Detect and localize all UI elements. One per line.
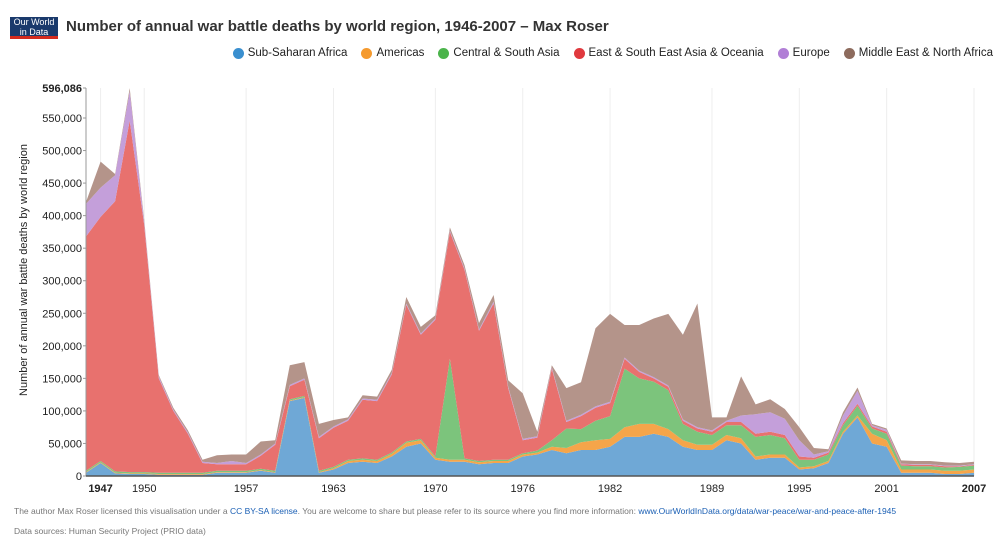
legend-swatch — [361, 47, 373, 59]
legend-label: Middle East & North Africa — [858, 47, 993, 59]
x-tick-label: 1957 — [234, 483, 258, 495]
y-tick-label: 450,000 — [42, 178, 82, 190]
legend-swatch — [573, 47, 585, 59]
legend-swatch — [777, 47, 789, 59]
y-tick-label: 200,000 — [42, 341, 82, 353]
y-tick-label: 250,000 — [42, 308, 82, 320]
legend: Sub-Saharan Africa Americas Central & Sout… — [232, 47, 993, 59]
x-tick-label: 1989 — [700, 483, 724, 495]
owid-logo: Our World in Data — [10, 17, 58, 39]
y-tick-label: 100,000 — [42, 406, 82, 418]
legend-item[interactable]: East & South East Asia & Oceania — [573, 47, 764, 59]
area-central-south-asia — [86, 358, 974, 474]
legend-label: Americas — [376, 47, 425, 59]
area-east-south-east-asia-oceania — [86, 120, 974, 473]
legend-item[interactable]: Middle East & North Africa — [843, 47, 993, 59]
legend-label: Central & South Asia — [453, 47, 560, 59]
chart-svg: 0 50,000 100,000 150,000 200,000 250,000 300,0… — [42, 83, 986, 495]
y-tick-label: 596,086 — [42, 83, 82, 95]
y-tick-label: 150,000 — [42, 373, 82, 385]
legend-item[interactable]: Central & South Asia — [438, 47, 560, 59]
legend-item[interactable]: Americas — [361, 47, 424, 59]
legend-swatch — [438, 47, 450, 59]
y-tick-label: 500,000 — [42, 146, 82, 158]
y-tick-label: 550,000 — [42, 113, 82, 125]
legend-label: Europe — [792, 47, 830, 59]
legend-label: East & South East Asia & Oceania — [588, 47, 764, 59]
legend-label: Sub-Saharan Africa — [247, 47, 348, 59]
area-sub-saharan-africa — [86, 397, 974, 476]
y-tick-label: 300,000 — [42, 276, 82, 288]
x-tick-label: 2001 — [874, 483, 898, 495]
legend-item[interactable]: Europe — [777, 47, 830, 59]
y-tick-label: 50,000 — [48, 438, 82, 450]
area-middle-east-north-africa — [86, 88, 974, 466]
legend-item[interactable]: Sub-Saharan Africa — [232, 47, 348, 59]
license-link[interactable]: CC BY-SA license — [229, 506, 298, 516]
y-tick-label: 350,000 — [42, 243, 82, 255]
license-note: The author Max Roser licensed this visua… — [14, 506, 897, 516]
y-tick-label: 0 — [76, 471, 82, 483]
data-sources: Data sources: Human Security Project (PR… — [14, 526, 206, 536]
x-tick-label: 1947 — [88, 483, 112, 495]
area-americas — [86, 397, 974, 475]
chart-title: Number of annual war battle deaths by wo… — [66, 18, 609, 35]
x-tick-label: 1995 — [787, 483, 811, 495]
x-tick-label: 1970 — [423, 483, 447, 495]
legend-swatch — [843, 47, 855, 59]
x-tick-label: 1982 — [598, 483, 622, 495]
x-tick-label: 2007 — [962, 483, 986, 495]
source-link[interactable]: www.OurWorldInData.org/data/war-peace/wa… — [638, 506, 897, 516]
y-tick-label: 400,000 — [42, 211, 82, 223]
area-europe — [86, 91, 974, 467]
x-tick-label: 1950 — [132, 483, 156, 495]
legend-swatch — [232, 47, 244, 59]
x-tick-label: 1963 — [321, 483, 345, 495]
x-tick-label: 1976 — [510, 483, 534, 495]
